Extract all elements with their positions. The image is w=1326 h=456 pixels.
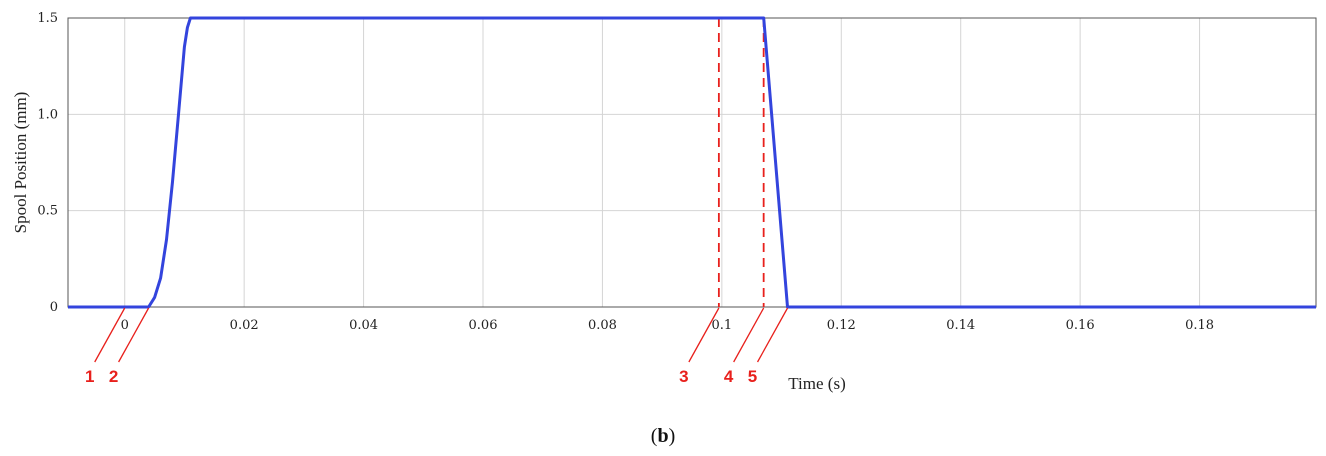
reference-lines — [717, 18, 765, 307]
annotation-label: 2 — [109, 367, 118, 386]
caption-letter: b — [657, 425, 668, 447]
series-lines — [68, 16, 1316, 309]
annotation-label: 1 — [85, 367, 94, 386]
x-tick-label: 0.14 — [946, 318, 975, 333]
x-tick-label: 0 — [121, 318, 129, 333]
x-axis-label: Time (s) — [788, 374, 845, 393]
y-tick-label: 1.5 — [37, 11, 58, 26]
caption-prefix: ( — [651, 425, 658, 447]
annotation-label: 5 — [748, 367, 757, 386]
annotation-label: 3 — [679, 367, 688, 386]
y-tick-labels: 0 0.5 1.0 1.5 — [37, 11, 58, 315]
y-tick-label: 0.5 — [37, 204, 58, 219]
x-tick-label: 0.12 — [827, 318, 856, 333]
x-tick-label: 0.04 — [349, 318, 378, 333]
x-tick-labels: 0 0.02 0.04 0.06 0.08 0.1 0.12 0.14 0.16 0.18 — [121, 318, 1214, 333]
y-tick-label: 1.0 — [37, 107, 58, 122]
x-tick-label: 0.1 — [712, 318, 733, 333]
series-line — [68, 16, 1316, 309]
x-tick-label: 0.08 — [588, 318, 617, 333]
annotation-leader — [94, 307, 126, 363]
annotation-leader — [688, 307, 720, 363]
x-tick-label: 0.02 — [230, 318, 259, 333]
x-tick-label: 0.18 — [1185, 318, 1214, 333]
annotation-leader — [118, 307, 150, 363]
x-tick-label: 0.16 — [1066, 318, 1095, 333]
y-axis-label: Spool Position (mm) — [11, 92, 30, 234]
caption-suffix: ) — [669, 425, 676, 447]
plot-frame — [67, 17, 1317, 308]
figure-caption: (b) — [651, 425, 675, 447]
annotation-leader — [733, 307, 765, 363]
annotation-label: 4 — [724, 367, 734, 386]
x-tick-label: 0.06 — [469, 318, 498, 333]
grid — [68, 17, 1316, 308]
annotation-leader — [756, 307, 789, 363]
y-tick-label: 0 — [50, 300, 58, 315]
